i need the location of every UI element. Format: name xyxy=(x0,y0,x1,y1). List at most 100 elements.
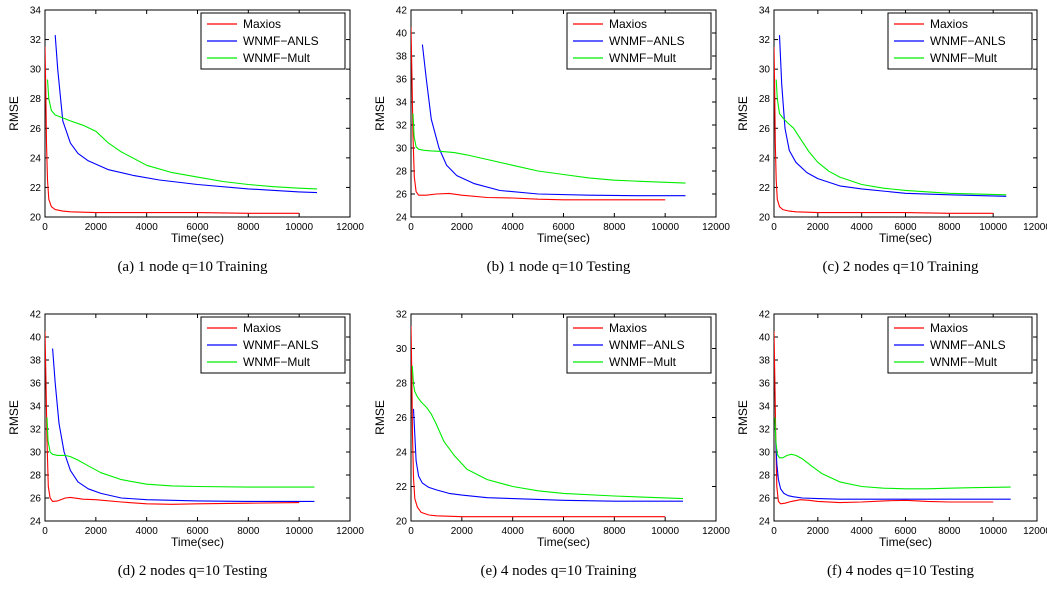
y-tick-label: 38 xyxy=(759,356,771,367)
legend-entry: Maxios xyxy=(930,17,968,31)
y-tick-label: 30 xyxy=(396,344,408,355)
y-tick-label: 24 xyxy=(759,517,771,528)
y-tick-label: 40 xyxy=(396,29,408,40)
y-tick-label: 34 xyxy=(30,402,42,413)
subfigure-caption: (f) 4 nodes q=10 Testing xyxy=(827,563,975,579)
y-axis-label: RMSE xyxy=(373,96,387,131)
legend-entry: WNMF−Mult xyxy=(930,355,998,369)
x-tick-label: 8000 xyxy=(938,526,961,537)
y-tick-label: 36 xyxy=(759,379,771,390)
legend-entry: WNMF−ANLS xyxy=(930,34,1006,48)
y-tick-label: 28 xyxy=(396,167,408,178)
x-tick-label: 10000 xyxy=(651,526,679,537)
legend: Maxios WNMF−ANLS WNMF−Mult xyxy=(887,12,1033,70)
x-tick-label: 4000 xyxy=(136,222,159,233)
x-axis-label: Time(sec) xyxy=(879,231,932,245)
y-tick-label: 32 xyxy=(759,425,771,436)
series-line-wnmf-mult xyxy=(412,113,686,184)
legend-entry: WNMF−Mult xyxy=(609,51,677,65)
chart-panel-5: 0 2000 4000 6000 8000 10000 12000 20 22 24 26 28 30 3… xyxy=(373,310,730,580)
series-line-wnmf-anls xyxy=(54,35,318,194)
x-tick-label: 8000 xyxy=(603,222,626,233)
y-tick-label: 24 xyxy=(30,153,42,164)
legend-box xyxy=(887,316,1033,374)
y-tick-label: 22 xyxy=(396,482,408,493)
legend-entry: WNMF−ANLS xyxy=(609,34,685,48)
x-tick-label: 10000 xyxy=(979,526,1007,537)
y-tick-label: 28 xyxy=(30,94,42,105)
y-tick-label: 28 xyxy=(759,94,771,105)
series-line-wnmf-anls xyxy=(52,348,315,502)
x-tick-label: 10000 xyxy=(979,222,1007,233)
x-axis-label: Time(sec) xyxy=(171,535,224,549)
y-tick-label: 24 xyxy=(396,213,408,224)
legend-entry: WNMF−ANLS xyxy=(930,338,1006,352)
legend-entry: Maxios xyxy=(243,321,281,335)
series-line-wnmf-mult xyxy=(774,417,1011,490)
x-tick-label: 4000 xyxy=(851,526,874,537)
series-line-maxios xyxy=(774,46,994,214)
y-tick-label: 26 xyxy=(396,413,408,424)
y-tick-label: 32 xyxy=(396,310,408,321)
subfigure-caption: (c) 2 nodes q=10 Training xyxy=(823,259,979,275)
y-tick-label: 38 xyxy=(30,356,42,367)
subfigure-caption: (b) 1 node q=10 Testing xyxy=(487,259,631,275)
series-line-wnmf-anls xyxy=(421,44,686,197)
legend: Maxios WNMF−ANLS WNMF−Mult xyxy=(200,12,346,70)
legend: Maxios WNMF−ANLS WNMF−Mult xyxy=(566,316,712,374)
series-line-maxios xyxy=(45,331,300,505)
y-tick-label: 28 xyxy=(30,471,42,482)
series-line-wnmf-mult xyxy=(46,79,318,190)
x-tick-label: 4000 xyxy=(851,222,874,233)
subfigure-caption: (d) 2 nodes q=10 Testing xyxy=(118,563,268,579)
legend-entry: Maxios xyxy=(609,17,647,31)
x-tick-label: 4000 xyxy=(502,222,525,233)
y-tick-label: 40 xyxy=(30,333,42,344)
y-tick-label: 36 xyxy=(396,75,408,86)
y-tick-label: 32 xyxy=(396,121,408,132)
legend-entry: WNMF−ANLS xyxy=(243,338,319,352)
legend: Maxios WNMF−ANLS WNMF−Mult xyxy=(200,316,346,374)
series-line-maxios xyxy=(411,27,666,201)
series-line-wnmf-mult xyxy=(411,365,684,500)
y-tick-label: 26 xyxy=(30,494,42,505)
chart-panel-6: 0 2000 4000 6000 8000 10000 12000 24 26 28 30 32 34 3… xyxy=(736,310,1047,580)
x-axis-label: Time(sec) xyxy=(879,535,932,549)
y-tick-label: 20 xyxy=(759,213,771,224)
y-tick-label: 24 xyxy=(759,153,771,164)
series-line-maxios xyxy=(411,326,666,518)
x-tick-label: 10000 xyxy=(651,222,679,233)
x-tick-label: 8000 xyxy=(938,222,961,233)
legend: Maxios WNMF−ANLS WNMF−Mult xyxy=(566,12,712,70)
y-tick-label: 40 xyxy=(759,333,771,344)
legend-entry: WNMF−Mult xyxy=(243,51,311,65)
y-tick-label: 22 xyxy=(759,183,771,194)
y-tick-label: 32 xyxy=(30,425,42,436)
x-axis-label: Time(sec) xyxy=(537,535,590,549)
y-tick-label: 42 xyxy=(396,6,408,17)
legend-entry: Maxios xyxy=(243,17,281,31)
y-tick-label: 34 xyxy=(759,402,771,413)
x-tick-label: 8000 xyxy=(237,526,260,537)
chart-panel-4: 0 2000 4000 6000 8000 10000 12000 24 26 28 30 32 34 3… xyxy=(7,310,364,580)
series-line-wnmf-anls xyxy=(778,35,1007,197)
legend-entry: Maxios xyxy=(930,321,968,335)
x-tick-label: 0 xyxy=(771,526,777,537)
y-axis-label: RMSE xyxy=(7,400,21,435)
y-tick-label: 28 xyxy=(396,379,408,390)
x-tick-label: 2000 xyxy=(451,526,474,537)
y-tick-label: 30 xyxy=(759,65,771,76)
x-tick-label: 12000 xyxy=(1023,526,1047,537)
legend-entry: WNMF−ANLS xyxy=(609,338,685,352)
y-tick-label: 32 xyxy=(759,35,771,46)
x-tick-label: 4000 xyxy=(502,526,525,537)
x-tick-label: 10000 xyxy=(285,526,313,537)
series-line-maxios xyxy=(774,331,994,505)
x-tick-label: 2000 xyxy=(807,526,830,537)
y-tick-label: 20 xyxy=(396,517,408,528)
y-tick-label: 32 xyxy=(30,35,42,46)
y-tick-label: 20 xyxy=(30,213,42,224)
legend-entry: WNMF−Mult xyxy=(243,355,311,369)
y-axis-label: RMSE xyxy=(736,400,750,435)
